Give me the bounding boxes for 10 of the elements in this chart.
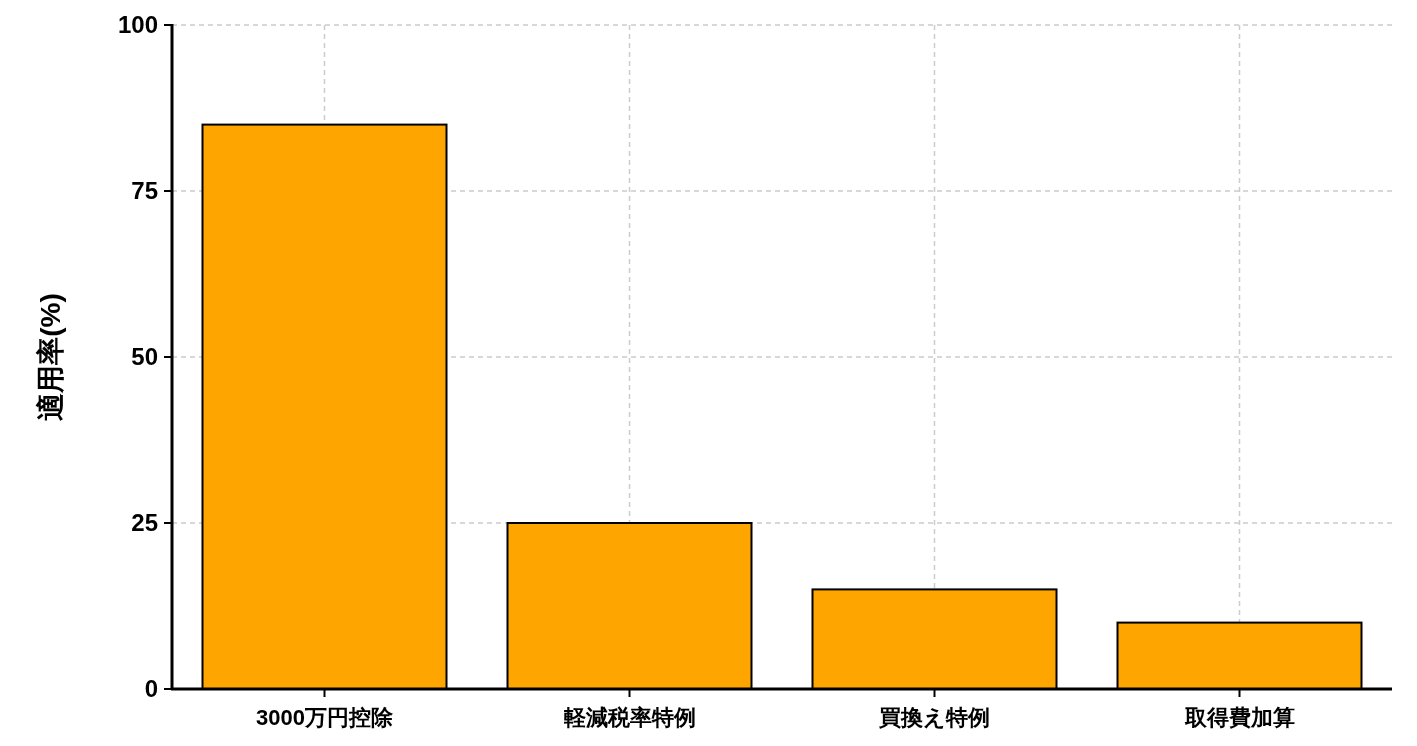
- x-tick-label: 3000万円控除: [256, 705, 394, 730]
- x-tick-label: 軽減税率特例: [563, 705, 696, 730]
- x-tick-label: 取得費加算: [1183, 705, 1295, 730]
- y-tick-label: 100: [117, 11, 158, 38]
- x-tick-label: 買換え特例: [878, 705, 990, 730]
- y-tick-label: 50: [131, 343, 158, 370]
- y-axis-title: 適用率(%): [35, 293, 66, 421]
- y-tick-label: 0: [144, 675, 158, 702]
- y-tick-label: 75: [131, 177, 158, 204]
- y-tick-label: 25: [131, 509, 158, 536]
